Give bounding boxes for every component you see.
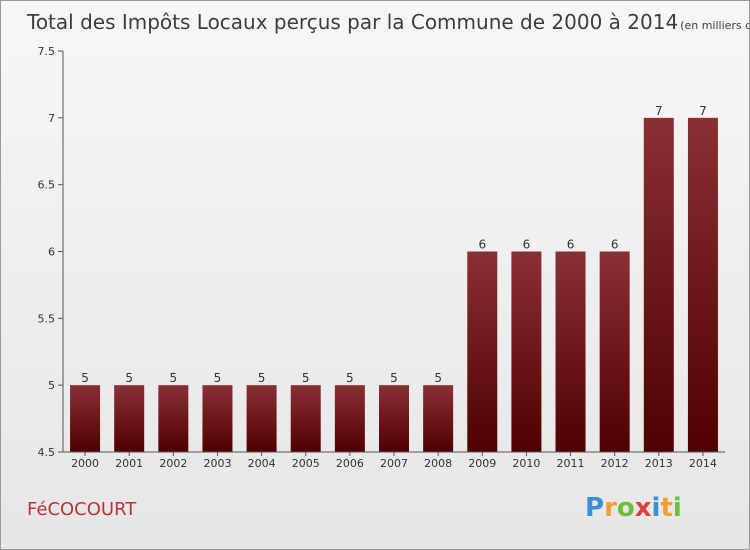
data-label-2012: 6 xyxy=(611,238,619,252)
x-tick-label-2010: 2010 xyxy=(512,457,540,470)
x-tick-label-2011: 2011 xyxy=(557,457,585,470)
bar-2000 xyxy=(70,385,101,452)
y-tick-label: 6.5 xyxy=(38,179,56,192)
x-tick-label-2007: 2007 xyxy=(380,457,408,470)
bar-2012 xyxy=(599,251,630,452)
logo-letter: r xyxy=(604,493,617,523)
logo-letter: i xyxy=(652,493,661,523)
bar-2009 xyxy=(467,251,498,452)
y-tick-label: 4.5 xyxy=(38,446,56,459)
bar-2011 xyxy=(555,251,586,452)
data-label-2004: 5 xyxy=(258,371,266,385)
bar-2008 xyxy=(423,385,454,452)
x-tick-label-2009: 2009 xyxy=(468,457,496,470)
bar-2003 xyxy=(202,385,233,452)
bar-2014 xyxy=(687,117,718,452)
bar-2002 xyxy=(158,385,189,452)
logo-letter: o xyxy=(617,493,635,523)
x-tick-label-2013: 2013 xyxy=(645,457,673,470)
proxiti-logo: Proxiti xyxy=(585,493,682,523)
data-label-2010: 6 xyxy=(523,238,531,252)
logo-letter: i xyxy=(673,493,682,523)
bar-2001 xyxy=(114,385,145,452)
data-label-2002: 5 xyxy=(170,371,178,385)
x-tick-label-2006: 2006 xyxy=(336,457,364,470)
data-label-2013: 7 xyxy=(655,104,663,118)
x-tick-label-2003: 2003 xyxy=(203,457,231,470)
logo-letter: t xyxy=(660,493,672,523)
data-label-2000: 5 xyxy=(81,371,89,385)
y-tick-label: 6 xyxy=(48,246,55,259)
x-tick-label-2004: 2004 xyxy=(248,457,276,470)
data-label-2009: 6 xyxy=(478,238,486,252)
bar-2005 xyxy=(290,385,321,452)
data-label-2011: 6 xyxy=(567,238,575,252)
data-label-2008: 5 xyxy=(434,371,442,385)
commune-name: FéCOCOURT xyxy=(27,499,137,520)
y-tick-label: 5.5 xyxy=(38,312,56,325)
x-tick-label-2005: 2005 xyxy=(292,457,320,470)
bar-2006 xyxy=(334,385,365,452)
bar-2013 xyxy=(643,117,674,452)
x-tick-label-2008: 2008 xyxy=(424,457,452,470)
y-tick-label: 7.5 xyxy=(38,45,56,58)
data-label-2003: 5 xyxy=(214,371,222,385)
x-tick-label-2014: 2014 xyxy=(689,457,717,470)
data-label-2001: 5 xyxy=(125,371,133,385)
bar-2004 xyxy=(246,385,277,452)
data-label-2005: 5 xyxy=(302,371,310,385)
x-axis: 2000 2001 2002 2003 2004 2005 2006 2007 2008 2009… xyxy=(63,451,725,470)
data-label-2006: 5 xyxy=(346,371,354,385)
bar-2007 xyxy=(379,385,409,452)
y-axis: 4.5 5 5.5 6 6.5 7 7.5 xyxy=(38,45,64,459)
x-tick-label-2001: 2001 xyxy=(115,457,143,470)
y-tick-label: 5 xyxy=(48,379,55,392)
x-tick-label-2012: 2012 xyxy=(601,457,629,470)
logo-letter: P xyxy=(585,493,604,523)
y-tick-label: 7 xyxy=(48,112,55,125)
chart-title-unit: (en milliers d'€) xyxy=(680,19,749,32)
data-label-2007: 5 xyxy=(390,371,398,385)
chart-title-main: Total des Impôts Locaux perçus par la Co… xyxy=(26,10,678,34)
bars: 5 5 5 5 5 5 5 5 5 6 6 6 6 7 7 xyxy=(70,104,718,452)
chart-title: Total des Impôts Locaux perçus par la Co… xyxy=(26,10,749,34)
x-tick-label-2002: 2002 xyxy=(159,457,187,470)
data-label-2014: 7 xyxy=(699,104,707,118)
logo-letter: x xyxy=(635,493,652,523)
bar-2010 xyxy=(511,251,542,452)
x-tick-label-2000: 2000 xyxy=(71,457,99,470)
